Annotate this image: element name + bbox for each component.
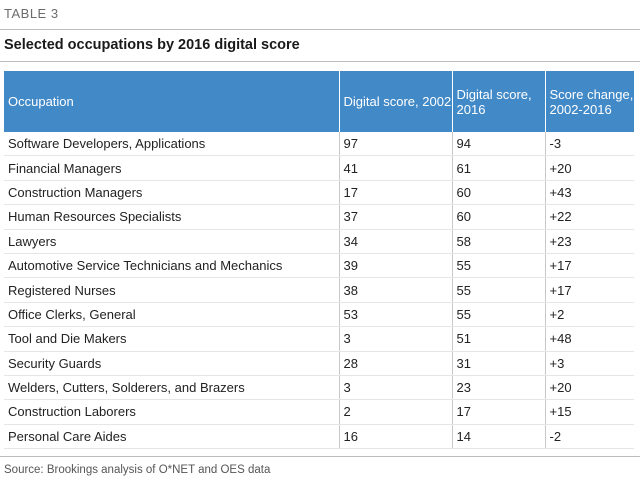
table-number-label: TABLE 3 <box>4 6 59 21</box>
header-occupation: Occupation <box>4 71 339 132</box>
cell-score-change: +2 <box>544 302 634 328</box>
cell-digital-score-2016: 31 <box>451 351 545 376</box>
table-row: Security Guards 28 31 +3 <box>4 351 634 376</box>
cell-occupation: Construction Laborers <box>4 399 339 425</box>
cell-digital-score-2002: 28 <box>338 351 452 376</box>
table-row: Software Developers, Applications 97 94 -3 <box>4 132 634 157</box>
cell-digital-score-2016: 55 <box>451 302 545 328</box>
table-title: Selected occupations by 2016 digital sco… <box>4 37 300 53</box>
cell-score-change: +17 <box>544 253 634 279</box>
cell-occupation: Human Resources Specialists <box>4 204 339 230</box>
cell-digital-score-2002: 97 <box>338 132 452 157</box>
cell-score-change: +3 <box>544 351 634 376</box>
table-row: Automotive Service Technicians and Mecha… <box>4 253 634 279</box>
top-divider <box>0 29 640 30</box>
cell-score-change: +17 <box>544 277 634 303</box>
table-row: Welders, Cutters, Solderers, and Brazers… <box>4 375 634 401</box>
cell-occupation: Office Clerks, General <box>4 302 339 328</box>
table-row: Financial Managers 41 61 +20 <box>4 155 634 181</box>
table-row: Lawyers 34 58 +23 <box>4 229 634 254</box>
cell-occupation: Tool and Die Makers <box>4 326 339 352</box>
cell-digital-score-2016: 94 <box>451 132 545 157</box>
cell-score-change: +43 <box>544 180 634 206</box>
cell-score-change: -2 <box>544 424 634 450</box>
table-row: Registered Nurses 38 55 +17 <box>4 277 634 303</box>
cell-digital-score-2002: 37 <box>338 204 452 230</box>
cell-score-change: -3 <box>544 132 634 157</box>
cell-occupation: Financial Managers <box>4 155 339 181</box>
cell-digital-score-2002: 3 <box>338 326 452 352</box>
cell-digital-score-2002: 34 <box>338 229 452 254</box>
cell-digital-score-2002: 53 <box>338 302 452 328</box>
header-digital-score-2016: Digital score, 2016 <box>451 71 545 132</box>
table-row: Tool and Die Makers 3 51 +48 <box>4 326 634 352</box>
cell-digital-score-2002: 41 <box>338 155 452 181</box>
cell-digital-score-2016: 17 <box>451 399 545 425</box>
cell-score-change: +20 <box>544 155 634 181</box>
cell-occupation: Welders, Cutters, Solderers, and Brazers <box>4 375 339 401</box>
table-row: Construction Laborers 2 17 +15 <box>4 399 634 425</box>
title-divider <box>0 61 640 62</box>
table-header-row: Occupation Digital score, 2002 Digital s… <box>4 71 634 132</box>
table-row: Personal Care Aides 16 14 -2 <box>4 424 634 450</box>
cell-occupation: Registered Nurses <box>4 277 339 303</box>
cell-digital-score-2002: 2 <box>338 399 452 425</box>
cell-digital-score-2016: 55 <box>451 253 545 279</box>
cell-digital-score-2016: 51 <box>451 326 545 352</box>
cell-occupation: Automotive Service Technicians and Mecha… <box>4 253 339 279</box>
cell-digital-score-2016: 23 <box>451 375 545 401</box>
cell-score-change: +22 <box>544 204 634 230</box>
cell-occupation: Software Developers, Applications <box>4 132 339 157</box>
cell-score-change: +20 <box>544 375 634 401</box>
cell-digital-score-2016: 14 <box>451 424 545 450</box>
table-body: Software Developers, Applications 97 94 -3 F… <box>4 132 634 450</box>
table-row: Human Resources Specialists 37 60 +22 <box>4 204 634 230</box>
cell-digital-score-2002: 17 <box>338 180 452 206</box>
cell-score-change: +15 <box>544 399 634 425</box>
cell-digital-score-2016: 58 <box>451 229 545 254</box>
cell-digital-score-2002: 38 <box>338 277 452 303</box>
cell-digital-score-2002: 39 <box>338 253 452 279</box>
cell-digital-score-2002: 16 <box>338 424 452 450</box>
source-note: Source: Brookings analysis of O*NET and … <box>4 464 271 476</box>
cell-occupation: Personal Care Aides <box>4 424 339 450</box>
cell-score-change: +48 <box>544 326 634 352</box>
cell-occupation: Construction Managers <box>4 180 339 206</box>
cell-digital-score-2016: 60 <box>451 204 545 230</box>
cell-digital-score-2016: 60 <box>451 180 545 206</box>
bottom-divider <box>0 456 640 457</box>
cell-score-change: +23 <box>544 229 634 254</box>
table-row: Construction Managers 17 60 +43 <box>4 180 634 206</box>
header-digital-score-2002: Digital score, 2002 <box>338 71 452 132</box>
header-score-change: Score change, 2002-2016 <box>544 71 634 132</box>
table-row: Office Clerks, General 53 55 +2 <box>4 302 634 328</box>
occupations-table: Occupation Digital score, 2002 Digital s… <box>4 71 634 450</box>
cell-occupation: Lawyers <box>4 229 339 254</box>
cell-occupation: Security Guards <box>4 351 339 376</box>
cell-digital-score-2016: 55 <box>451 277 545 303</box>
cell-digital-score-2002: 3 <box>338 375 452 401</box>
cell-digital-score-2016: 61 <box>451 155 545 181</box>
